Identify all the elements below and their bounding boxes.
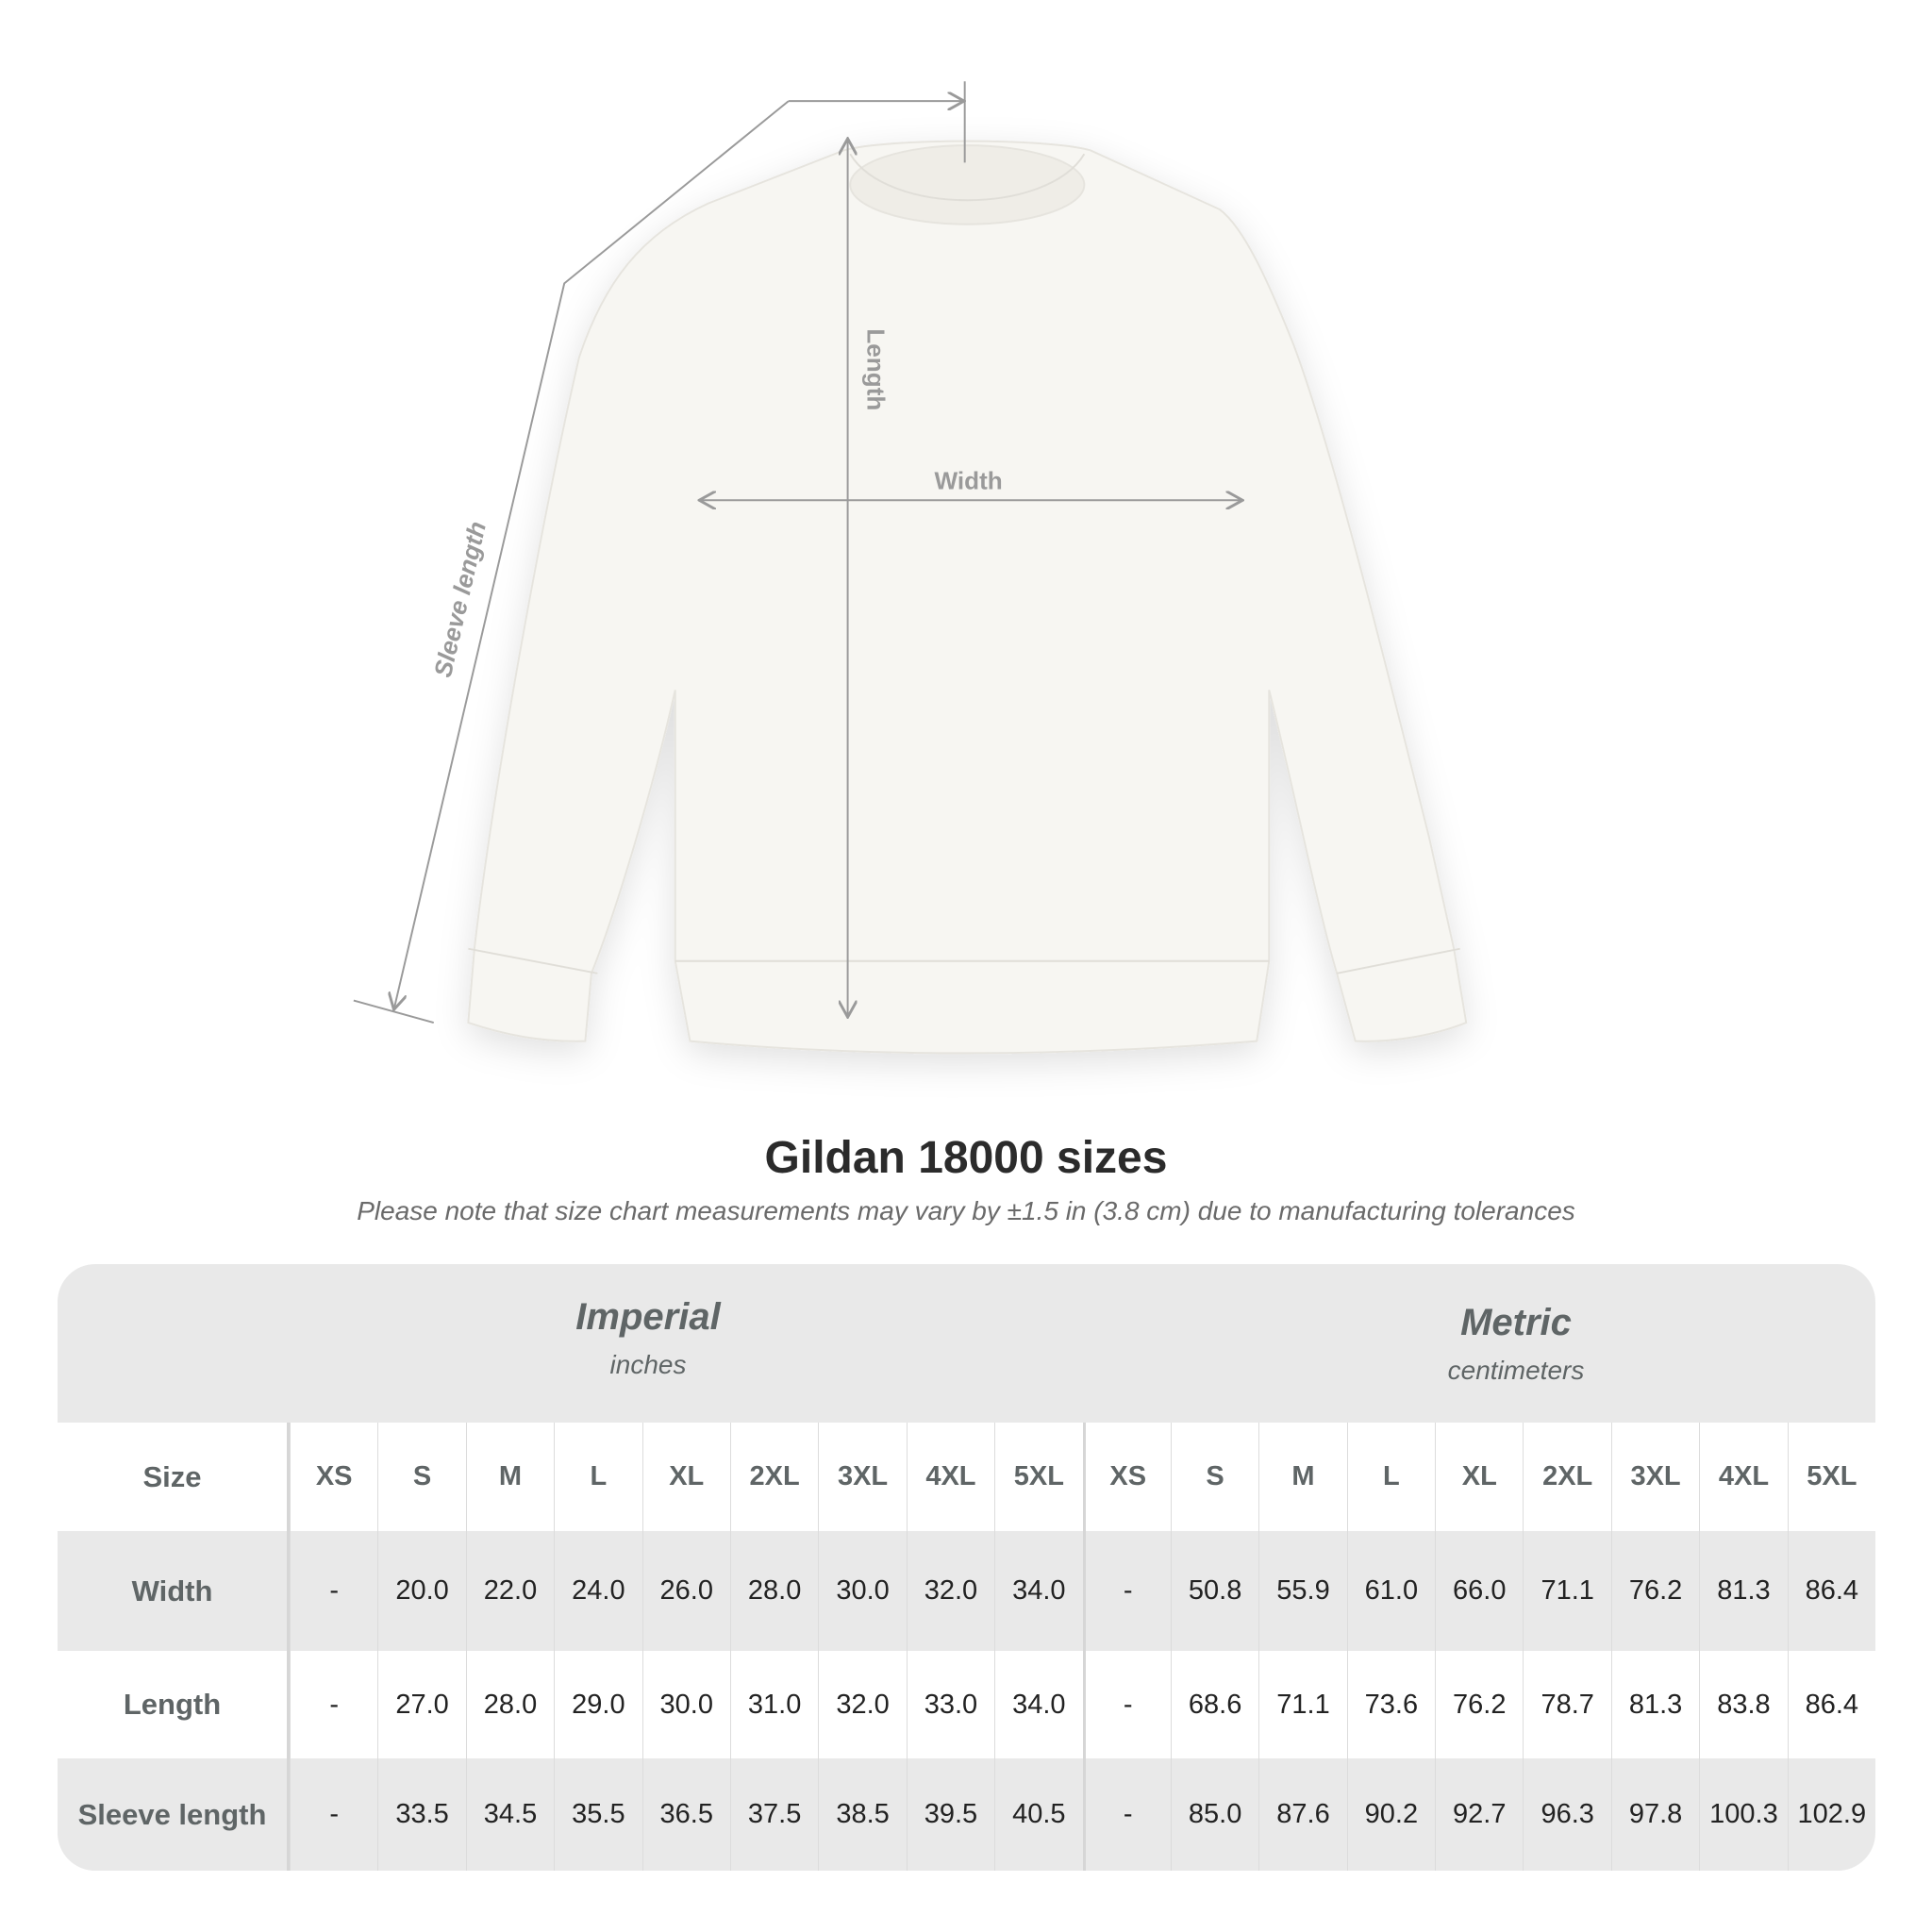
size-header-cell: XL (641, 1423, 730, 1531)
size-header-cell: 5XL (1787, 1423, 1875, 1531)
metric-value-cell: 55.9 (1258, 1531, 1346, 1651)
imperial-value-cell: 39.5 (906, 1758, 994, 1871)
size-header-cell: S (377, 1423, 465, 1531)
metric-value-cell: 71.1 (1258, 1651, 1346, 1758)
metric-value-cell: 96.3 (1523, 1758, 1610, 1871)
imperial-value-cell: 34.0 (994, 1651, 1082, 1758)
metric-value-cell: 73.6 (1346, 1651, 1435, 1758)
metric-value-cell: 87.6 (1258, 1758, 1346, 1871)
metric-value-cell: 97.8 (1610, 1758, 1699, 1871)
row-label: Width (58, 1531, 290, 1651)
size-header-cell: 3XL (1610, 1423, 1699, 1531)
size-header-cell: S (1170, 1423, 1258, 1531)
imperial-value-cell: 34.0 (994, 1531, 1082, 1651)
imperial-value-cell: 31.0 (729, 1651, 818, 1758)
metric-value-cell: 102.9 (1787, 1758, 1875, 1871)
size-header-cell: M (1258, 1423, 1346, 1531)
size-table: Imperial inches Metric centimeters Size X… (58, 1264, 1875, 1871)
size-header-cell: XL (1435, 1423, 1523, 1531)
imperial-value-cell: 24.0 (554, 1531, 641, 1651)
row-label: Sleeve length (58, 1758, 290, 1871)
imperial-value-cell: 29.0 (554, 1651, 641, 1758)
metric-value-cell: 83.8 (1699, 1651, 1787, 1758)
imperial-value-cell: 32.0 (818, 1651, 906, 1758)
metric-value-cell: 86.4 (1787, 1651, 1875, 1758)
imperial-value-cell: 27.0 (377, 1651, 465, 1758)
table-row: Sleeve length -33.5 34.5 35.5 36.5 37.5 38.5 39… (58, 1758, 1875, 1871)
imperial-value-cell: - (290, 1651, 377, 1758)
row-label: Length (58, 1651, 290, 1758)
imperial-value-cell: 28.0 (729, 1531, 818, 1651)
sweatshirt-diagram: Length Width Sleeve length (353, 81, 1468, 1055)
sweatshirt-image (467, 140, 1468, 1055)
size-header-cell: 5XL (994, 1423, 1082, 1531)
length-label: Length (861, 328, 890, 410)
metric-value-cell: 81.3 (1610, 1651, 1699, 1758)
imperial-value-cell: 36.5 (641, 1758, 730, 1871)
imperial-header: Imperial inches (575, 1296, 721, 1379)
imperial-value-cell: 37.5 (729, 1758, 818, 1871)
size-header-cell: L (554, 1423, 641, 1531)
size-header-cell: 3XL (818, 1423, 906, 1531)
metric-value-cell: 81.3 (1699, 1531, 1787, 1651)
imperial-value-cell: 40.5 (994, 1758, 1082, 1871)
width-label: Width (934, 467, 1002, 495)
measurement-lines (353, 81, 1241, 1024)
imperial-value-cell: - (290, 1758, 377, 1871)
metric-value-cell: 78.7 (1523, 1651, 1610, 1758)
metric-value-cell: 85.0 (1170, 1758, 1258, 1871)
metric-value-cell: - (1082, 1531, 1171, 1651)
metric-value-cell: - (1082, 1758, 1171, 1871)
imperial-value-cell: 38.5 (818, 1758, 906, 1871)
metric-value-cell: 71.1 (1523, 1531, 1610, 1651)
table-row: Width -20.0 22.0 24.0 26.0 28.0 30.0 32.0 34.0-5… (58, 1531, 1875, 1651)
imperial-value-cell: 33.5 (377, 1758, 465, 1871)
metric-value-cell: 61.0 (1346, 1531, 1435, 1651)
size-header-cell: 2XL (729, 1423, 818, 1531)
tolerance-note: Please note that size chart measurements… (357, 1196, 1575, 1225)
metric-value-cell: 76.2 (1610, 1531, 1699, 1651)
size-header-cell: 4XL (906, 1423, 994, 1531)
imperial-value-cell: 32.0 (906, 1531, 994, 1651)
metric-value-cell: 76.2 (1435, 1651, 1523, 1758)
metric-value-cell: - (1082, 1651, 1171, 1758)
imperial-value-cell: 20.0 (377, 1531, 465, 1651)
metric-value-cell: 90.2 (1346, 1758, 1435, 1871)
imperial-value-cell: 26.0 (641, 1531, 730, 1651)
imperial-value-cell: 34.5 (465, 1758, 554, 1871)
size-header-cell: XS (1082, 1423, 1171, 1531)
table-row: Length -27.0 28.0 29.0 30.0 31.0 32.0 33.0 34.0-… (58, 1651, 1875, 1758)
metric-header: Metric centimeters (1447, 1302, 1585, 1385)
sleeve-length-label: Sleeve length (428, 519, 491, 680)
metric-value-cell: 68.6 (1170, 1651, 1258, 1758)
metric-value-cell: 66.0 (1435, 1531, 1523, 1651)
size-header-row: Size XS S M L XL 2XL 3XL 4XL 5XL XS S M L XL 2XL 3XL 4XL 5… (58, 1423, 1875, 1531)
imperial-value-cell: 30.0 (818, 1531, 906, 1651)
size-header-cell: 2XL (1523, 1423, 1610, 1531)
row-label: Size (58, 1423, 290, 1531)
size-header-cell: M (465, 1423, 554, 1531)
metric-value-cell: 86.4 (1787, 1531, 1875, 1651)
size-header-cell: L (1346, 1423, 1435, 1531)
imperial-value-cell: - (290, 1531, 377, 1651)
imperial-value-cell: 28.0 (465, 1651, 554, 1758)
metric-value-cell: 50.8 (1170, 1531, 1258, 1651)
metric-value-cell: 92.7 (1435, 1758, 1523, 1871)
imperial-value-cell: 33.0 (906, 1651, 994, 1758)
size-header-cell: XS (290, 1423, 377, 1531)
imperial-value-cell: 35.5 (554, 1758, 641, 1871)
size-header-cell: 4XL (1699, 1423, 1787, 1531)
imperial-value-cell: 22.0 (465, 1531, 554, 1651)
metric-value-cell: 100.3 (1699, 1758, 1787, 1871)
page-title: Gildan 18000 sizes (764, 1133, 1168, 1183)
imperial-value-cell: 30.0 (641, 1651, 730, 1758)
table-header-band (58, 1264, 1875, 1423)
